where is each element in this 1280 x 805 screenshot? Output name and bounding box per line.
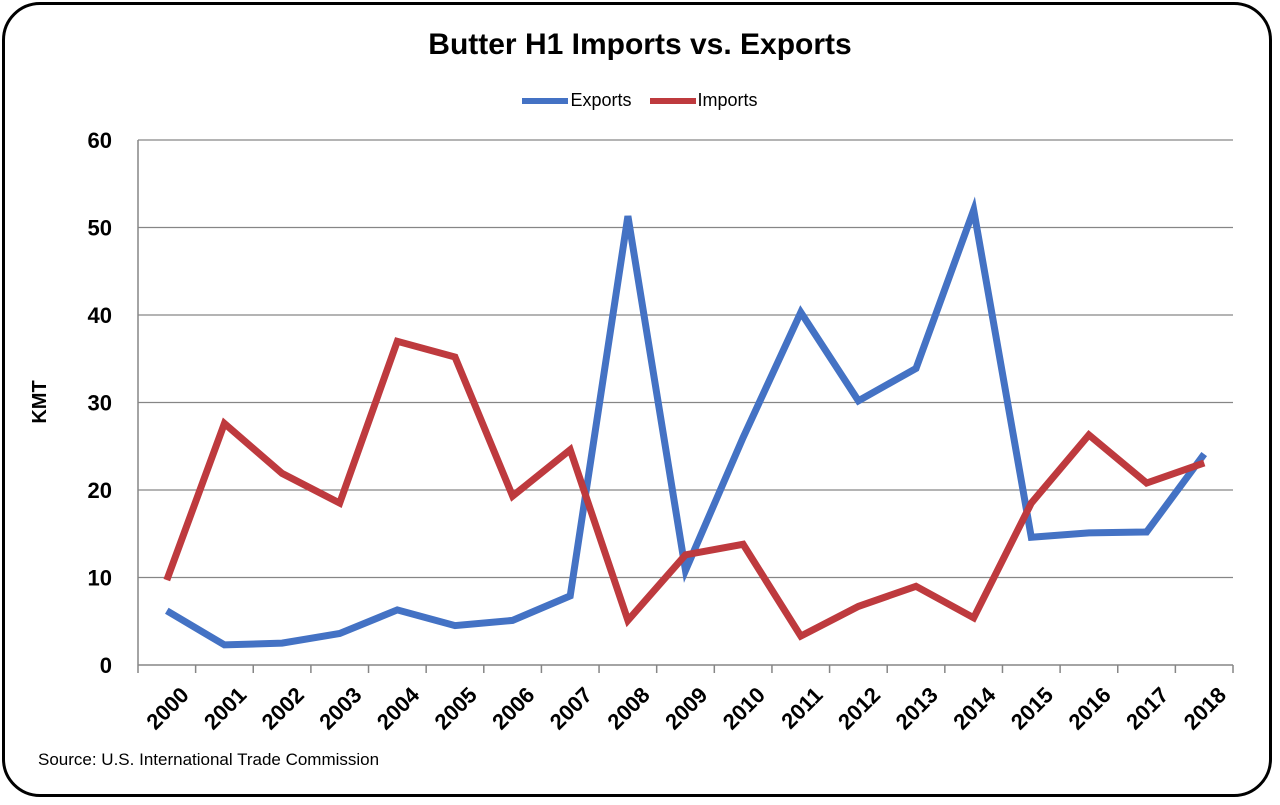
series-lines xyxy=(163,196,1208,649)
series-line-imports xyxy=(163,337,1206,641)
y-tick-label: 50 xyxy=(88,216,112,241)
x-tick-label: 2016 xyxy=(1063,682,1115,734)
x-tick-label: 2013 xyxy=(891,682,943,734)
x-tick-label: 2010 xyxy=(718,682,770,734)
x-tick-label: 2006 xyxy=(487,682,539,734)
legend-label-imports: Imports xyxy=(697,90,758,110)
x-tick-label: 2000 xyxy=(141,682,193,734)
legend-label-exports: Exports xyxy=(570,90,632,110)
x-tick-label: 2011 xyxy=(776,682,827,733)
gridlines xyxy=(138,139,1233,579)
legend-item-imports: Imports xyxy=(649,90,758,111)
legend-swatch-exports xyxy=(522,97,569,104)
x-tick-label: 2018 xyxy=(1179,682,1231,734)
x-tick-label: 2015 xyxy=(1006,682,1058,734)
y-axis-label: KMT xyxy=(29,380,51,423)
x-tick-label: 2009 xyxy=(660,682,712,734)
y-tick-label: 0 xyxy=(100,653,112,678)
x-tick-label: 2004 xyxy=(372,682,425,735)
x-tick-label: 2012 xyxy=(833,682,885,734)
source-note: Source: U.S. International Trade Commiss… xyxy=(38,750,380,769)
x-tick-label: 2001 xyxy=(199,682,251,734)
y-tick-label: 10 xyxy=(88,566,112,591)
y-tick-label: 30 xyxy=(88,391,112,416)
y-tick-label: 20 xyxy=(88,478,112,503)
legend-item-exports: Exports xyxy=(522,90,632,111)
x-tick-label: 2005 xyxy=(430,682,482,734)
x-tick-label: 2003 xyxy=(314,682,366,734)
x-tick-label: 2007 xyxy=(545,682,597,734)
x-tick-label: 2002 xyxy=(257,682,309,734)
x-tick-label: 2017 xyxy=(1121,682,1173,734)
legend: Exports Imports xyxy=(0,90,1280,111)
legend-swatch-imports xyxy=(649,97,696,104)
series-line-exports xyxy=(165,196,1208,649)
y-tick-label: 40 xyxy=(88,303,112,328)
chart-title: Butter H1 Imports vs. Exports xyxy=(428,28,852,61)
x-tick-label: 2008 xyxy=(602,682,654,734)
y-tick-label: 60 xyxy=(88,128,112,153)
x-tick-label: 2014 xyxy=(948,682,1001,735)
